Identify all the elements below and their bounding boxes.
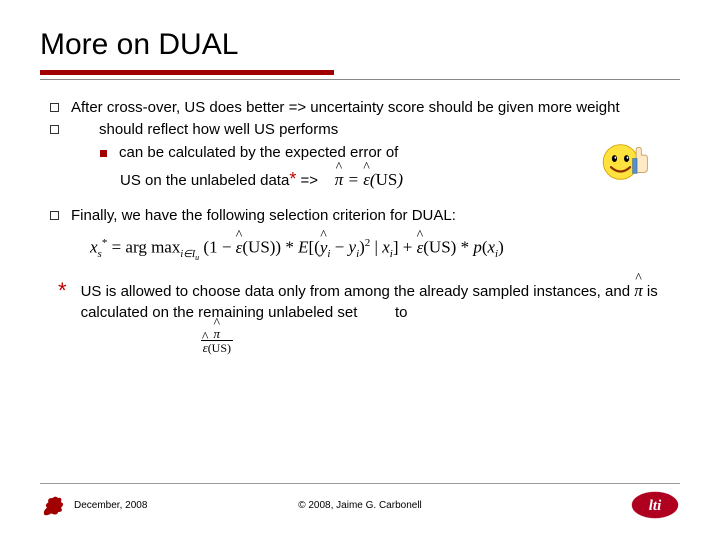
bullet-square-icon	[50, 125, 59, 134]
frac-formula: π ε(US)	[201, 327, 233, 354]
formula-pi-line: US on the unlabeled data* => π = ε(US)	[120, 167, 680, 192]
dragon-icon	[40, 491, 68, 519]
slide-title: More on DUAL	[40, 28, 680, 62]
bullet-2: should reflect how well US performs	[40, 120, 680, 140]
footer-copyright: © 2008, Jaime G. Carbonell	[298, 500, 422, 511]
formula-pi: π = ε(US)	[335, 170, 403, 189]
formula-main: xs* = arg maxi∈Iu (1 − ε(US)) * E[(yi − …	[90, 236, 680, 264]
footnote-text: US is allowed to choose data only from a…	[81, 280, 680, 354]
footer-left: December, 2008	[40, 491, 147, 519]
bullet-square-icon	[50, 103, 59, 112]
bullet-1-text: After cross-over, US does better => unce…	[71, 98, 680, 118]
footer-row: December, 2008 © 2008, Jaime G. Carbonel…	[40, 490, 680, 520]
footnote-t3: to	[395, 304, 408, 321]
slide: More on DUAL After cross-over, US does b…	[0, 0, 720, 540]
bullet-2-text: should reflect how well US performs	[71, 120, 680, 140]
bullet-1: After cross-over, US does better => unce…	[40, 98, 680, 118]
bullet-2-sub-text: can be calculated by the expected error …	[119, 143, 680, 163]
bullet-square-icon	[50, 211, 59, 220]
red-star-icon: *	[289, 169, 296, 189]
pi-hat-icon: π	[634, 281, 643, 300]
footer: December, 2008 © 2008, Jaime G. Carbonel…	[0, 483, 720, 520]
footnote-star-icon: *	[58, 280, 67, 302]
footnote: * US is allowed to choose data only from…	[40, 280, 680, 354]
footnote-t1: US is allowed to choose data only from a…	[81, 283, 635, 300]
title-rule-thick	[40, 70, 334, 75]
lti-logo-icon: lti	[630, 490, 680, 520]
bullet-3: Finally, we have the following selection…	[40, 206, 680, 226]
svg-text:lti: lti	[649, 498, 662, 514]
title-rule-thin	[40, 79, 680, 80]
footer-rule	[40, 483, 680, 484]
footer-date: December, 2008	[74, 500, 147, 511]
arrow-text: =>	[301, 172, 319, 189]
bullet-2-sub: can be calculated by the expected error …	[40, 143, 680, 163]
bullet-3-text: Finally, we have the following selection…	[71, 206, 680, 226]
content-area: After cross-over, US does better => unce…	[40, 98, 680, 354]
us-unlabeled-text: US on the unlabeled data	[120, 172, 289, 189]
bullet-square-filled-icon	[100, 150, 107, 157]
smiley-thumbs-up-icon	[598, 136, 650, 188]
